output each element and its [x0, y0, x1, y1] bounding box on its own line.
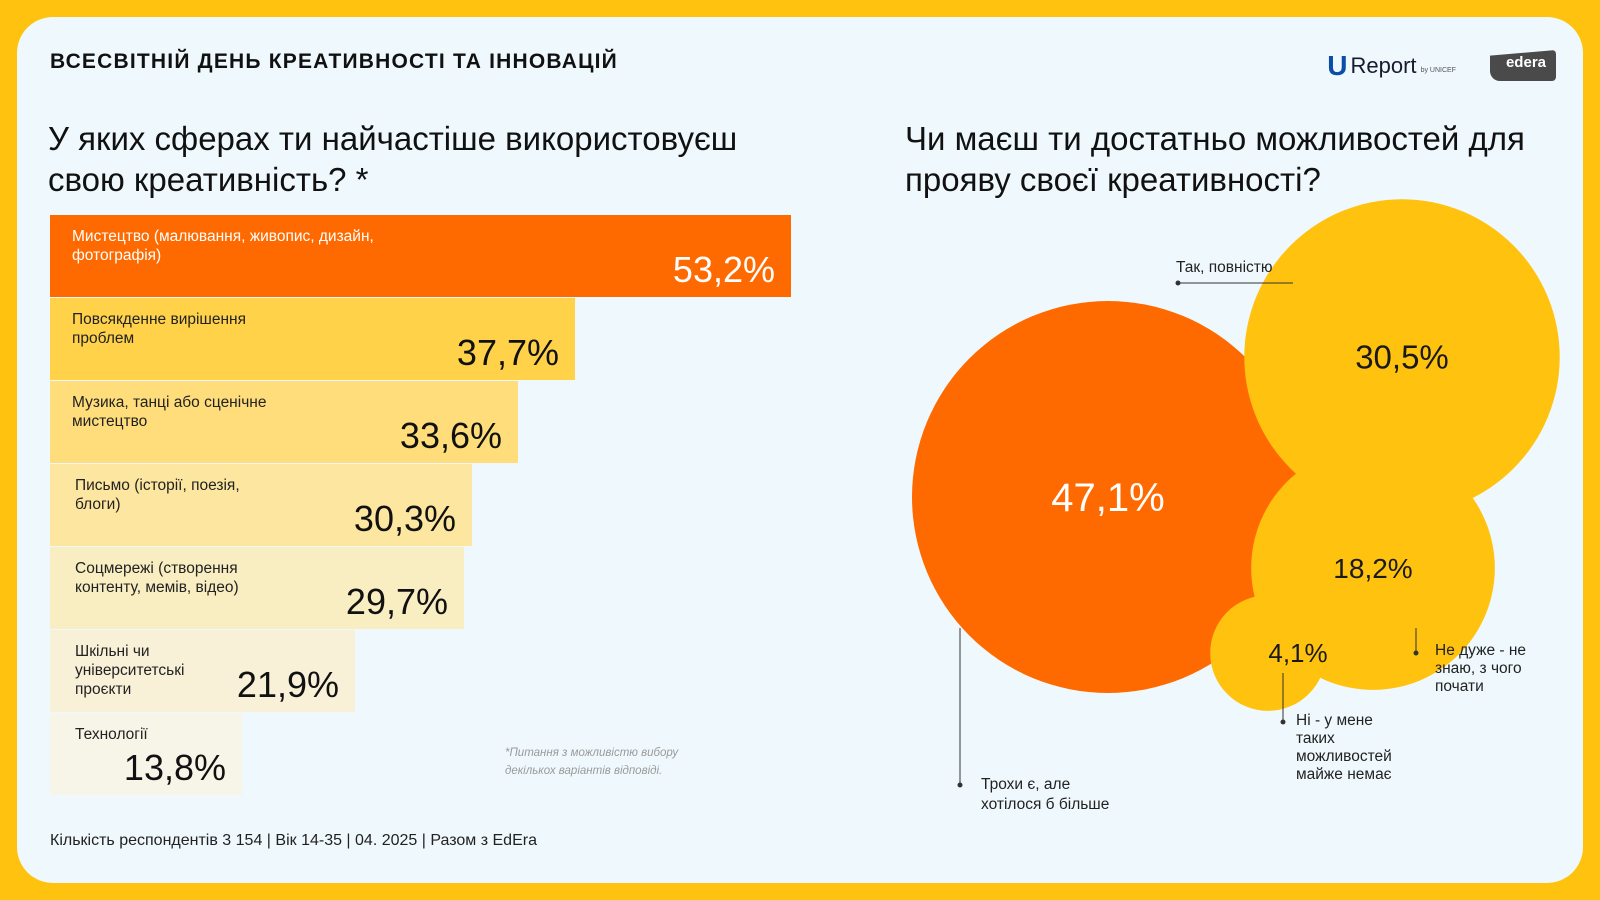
page-title: ВСЕСВІТНІЙ ДЕНЬ КРЕАТИВНОСТІ ТА ІННОВАЦІ…: [50, 50, 618, 73]
bar-label-line: контенту, мемів, відео): [75, 579, 239, 596]
bar-label-line: Повсякденне вирішення: [72, 311, 246, 328]
bar: Письмо (історії, поезія, блоги) 30,3%: [50, 464, 472, 546]
bar-label-line: фотографія): [72, 247, 162, 264]
bar: Шкільні чи університетські проєкти 21,9%: [50, 630, 355, 712]
footnote-line: *Питання з можливістю вибору: [505, 747, 679, 759]
bar-label: Повсякденне вирішення проблем: [72, 310, 246, 348]
bar-label-line: Музика, танці або сценічне: [72, 394, 267, 411]
bar-label: Шкільні чи університетські проєкти: [75, 642, 184, 699]
bar-label-line: Мистецтво (малювання, живопис, дизайн,: [72, 228, 374, 245]
footnote-line: декількох варіантів відповіді.: [505, 765, 663, 777]
bar: Технології 13,8%: [50, 713, 242, 795]
footnote: *Питання з можливістю вибору декількох в…: [505, 744, 678, 780]
right-question: Чи маєш ти достатньо можливостей для про…: [905, 120, 1525, 198]
bar-value-label: 29,7%: [345, 581, 448, 622]
bar-label: Соцмережі (створення контенту, мемів, від…: [75, 559, 239, 597]
bar-value-label: 37,7%: [456, 332, 559, 373]
bar-label-line: Технології: [75, 726, 148, 743]
edera-logo: edera: [1489, 50, 1556, 81]
ureport-logo-text: Report: [1350, 52, 1417, 78]
bar-label: Письмо (історії, поезія, блоги): [75, 476, 240, 514]
bar-value-label: 21,9%: [236, 664, 339, 705]
bar: Мистецтво (малювання, живопис, дизайн, фо…: [50, 215, 791, 297]
bar-label: Музика, танці або сценічне мистецтво: [72, 393, 266, 431]
bar-label-line: проєкти: [75, 681, 132, 698]
bar-label: Мистецтво (малювання, живопис, дизайн, фо…: [72, 227, 374, 265]
logos: U Report by UNICEF edera: [1327, 50, 1556, 81]
bar-label-line: мистецтво: [72, 413, 148, 430]
bar: Соцмережі (створення контенту, мемів, від…: [50, 547, 464, 629]
bar-value-label: 33,6%: [399, 415, 502, 456]
ureport-logo: U Report by UNICEF: [1327, 49, 1456, 81]
bar: Музика, танці або сценічне мистецтво 33,6%: [50, 381, 518, 463]
bar-value-label: 13,8%: [123, 747, 226, 788]
bar-label-line: проблем: [72, 330, 135, 347]
bar-label: Технології: [75, 725, 148, 744]
bar-label-line: Шкільні чи: [75, 643, 150, 660]
bar-label-line: Письмо (історії, поезія,: [75, 477, 240, 494]
bar-value-label: 30,3%: [353, 498, 456, 539]
bar-label-line: блоги): [75, 496, 121, 513]
u-mark-icon: U: [1327, 49, 1348, 81]
bar-label-line: університетські: [75, 662, 185, 679]
ureport-logo-by: by UNICEF: [1420, 67, 1456, 74]
footer-info: Кількість респондентів 3 154 | Вік 14-35…: [50, 832, 537, 849]
bar: Повсякденне вирішення проблем 37,7%: [50, 298, 575, 380]
bar-value-label: 53,2%: [672, 249, 775, 290]
bar-label-line: Соцмережі (створення: [75, 560, 238, 577]
left-question: У яких сферах ти найчастіше використовує…: [48, 120, 738, 198]
